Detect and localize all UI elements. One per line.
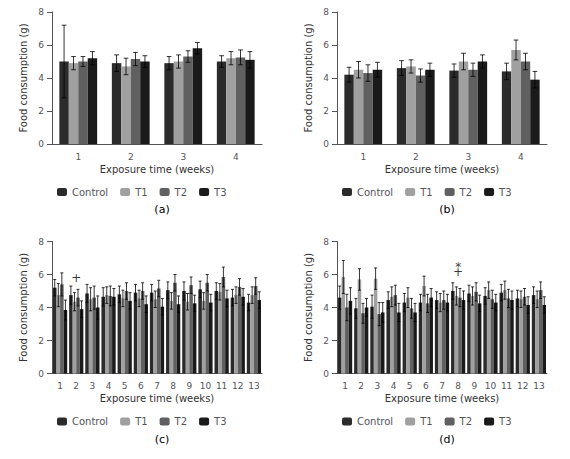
svg-text:2: 2 [73,381,79,391]
svg-text:2: 2 [323,106,329,116]
svg-text:*: * [455,260,461,274]
svg-text:3: 3 [90,381,96,391]
svg-text:T1: T1 [419,416,432,427]
svg-text:0: 0 [38,369,44,379]
svg-text:7: 7 [154,381,160,391]
svg-text:1: 1 [57,381,63,391]
svg-text:Control: Control [72,416,108,427]
svg-text:11: 11 [216,381,227,391]
svg-text:2: 2 [38,106,44,116]
svg-text:8: 8 [323,7,329,17]
svg-text:8: 8 [455,381,461,391]
svg-text:2: 2 [38,336,44,346]
svg-text:6: 6 [138,381,144,391]
svg-text:Food consumption (g): Food consumption (g) [18,253,29,362]
svg-text:Food consumption (g): Food consumption (g) [303,253,314,362]
svg-text:12: 12 [232,381,243,391]
svg-text:8: 8 [38,7,44,17]
svg-text:T3: T3 [213,416,226,427]
svg-text:13: 13 [248,381,259,391]
svg-text:9: 9 [186,381,192,391]
svg-text:4: 4 [106,381,112,391]
svg-text:3: 3 [375,381,381,391]
svg-text:6: 6 [423,381,429,391]
svg-text:Exposure time (weeks): Exposure time (weeks) [100,393,215,404]
svg-text:4: 4 [391,381,397,391]
svg-text:6: 6 [323,40,329,50]
svg-text:(b): (b) [439,203,455,216]
svg-text:T1: T1 [134,187,147,198]
svg-text:T1: T1 [134,416,147,427]
svg-text:1: 1 [342,381,348,391]
svg-text:1: 1 [75,152,81,162]
svg-text:0: 0 [323,139,329,149]
svg-text:5: 5 [122,381,128,391]
svg-text:(a): (a) [154,203,169,216]
svg-text:(c): (c) [155,433,170,446]
svg-text:Exposure time (weeks): Exposure time (weeks) [385,164,500,175]
svg-text:13: 13 [533,381,544,391]
svg-text:T2: T2 [174,187,187,198]
svg-text:Control: Control [357,187,393,198]
svg-text:3: 3 [465,152,471,162]
svg-text:Exposure time (weeks): Exposure time (weeks) [385,393,500,404]
svg-text:T2: T2 [459,416,472,427]
svg-text:T1: T1 [419,187,432,198]
svg-text:2: 2 [323,336,329,346]
svg-text:12: 12 [517,381,528,391]
svg-text:Food consumption (g): Food consumption (g) [18,23,29,132]
svg-text:2: 2 [413,152,419,162]
svg-text:1: 1 [360,152,366,162]
svg-text:Control: Control [357,416,393,427]
svg-text:Control: Control [72,187,108,198]
svg-text:4: 4 [323,73,329,83]
svg-text:6: 6 [38,40,44,50]
svg-text:6: 6 [323,270,329,280]
svg-text:6: 6 [38,270,44,280]
svg-text:+: + [71,271,81,285]
svg-text:8: 8 [38,237,44,247]
svg-text:T3: T3 [498,187,511,198]
svg-text:2: 2 [358,381,364,391]
svg-text:11: 11 [501,381,512,391]
svg-text:T2: T2 [459,187,472,198]
svg-text:4: 4 [38,303,44,313]
svg-text:0: 0 [323,369,329,379]
svg-text:9: 9 [471,381,477,391]
svg-text:4: 4 [38,73,44,83]
svg-text:8: 8 [170,381,176,391]
svg-text:Exposure time (weeks): Exposure time (weeks) [100,164,215,175]
svg-text:4: 4 [323,303,329,313]
svg-text:10: 10 [200,381,212,391]
svg-text:8: 8 [323,237,329,247]
svg-text:T2: T2 [174,416,187,427]
svg-text:Food consumption (g): Food consumption (g) [303,23,314,132]
svg-text:(d): (d) [439,433,455,446]
svg-text:4: 4 [518,152,524,162]
svg-text:0: 0 [38,139,44,149]
svg-text:10: 10 [485,381,497,391]
svg-text:4: 4 [233,152,239,162]
svg-text:T3: T3 [213,187,226,198]
svg-text:2: 2 [128,152,134,162]
svg-text:3: 3 [180,152,186,162]
svg-text:7: 7 [439,381,445,391]
svg-text:5: 5 [407,381,413,391]
svg-text:T3: T3 [498,416,511,427]
